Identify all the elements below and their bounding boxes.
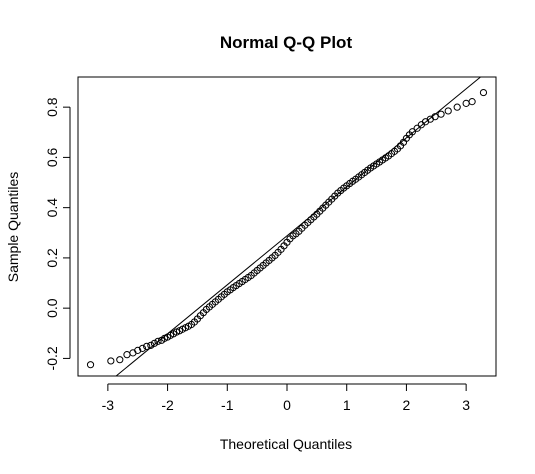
- data-point: [408, 128, 416, 136]
- x-tick-label: 2: [403, 397, 411, 413]
- reference-line: [115, 77, 482, 376]
- data-point: [437, 110, 445, 118]
- data-point: [468, 98, 476, 106]
- data-point: [107, 357, 115, 365]
- data-point: [462, 99, 470, 107]
- data-point: [479, 88, 488, 97]
- x-tick-label: -3: [102, 397, 115, 413]
- data-point: [453, 103, 461, 111]
- plot-frame: [77, 76, 497, 377]
- data-point: [150, 339, 159, 347]
- y-tick-label: 0.0: [44, 298, 60, 318]
- data-point: [444, 107, 452, 115]
- x-axis-label: Theoretical Quantiles: [220, 436, 352, 452]
- y-axis-label: Sample Quantiles: [5, 172, 21, 283]
- data-point: [143, 342, 151, 350]
- y-tick-label: 0.6: [44, 147, 60, 167]
- y-axis: -0.2 0.0 0.2 0.4 0.6 0.8: [44, 97, 71, 370]
- x-tick-label: -1: [221, 397, 234, 413]
- data-point: [413, 124, 421, 132]
- x-tick-label: 0: [283, 397, 291, 413]
- data-point: [123, 351, 131, 359]
- data-point: [154, 337, 162, 345]
- data-point: [138, 344, 147, 352]
- x-tick-label: 1: [343, 397, 351, 413]
- data-point: [86, 361, 95, 369]
- data-points: [86, 88, 488, 369]
- y-tick-label: 0.4: [44, 198, 60, 218]
- y-tick-label: 0.2: [44, 248, 60, 268]
- x-tick-label: -2: [161, 397, 174, 413]
- chart-title: Normal Q-Q Plot: [220, 33, 353, 52]
- y-tick-label: -0.2: [44, 346, 60, 370]
- data-point: [116, 356, 124, 364]
- x-tick-label: 3: [462, 397, 470, 413]
- x-axis: -3 -2 -1 0 1 2 3: [102, 383, 470, 413]
- data-point: [134, 346, 142, 354]
- y-tick-label: 0.8: [44, 97, 60, 117]
